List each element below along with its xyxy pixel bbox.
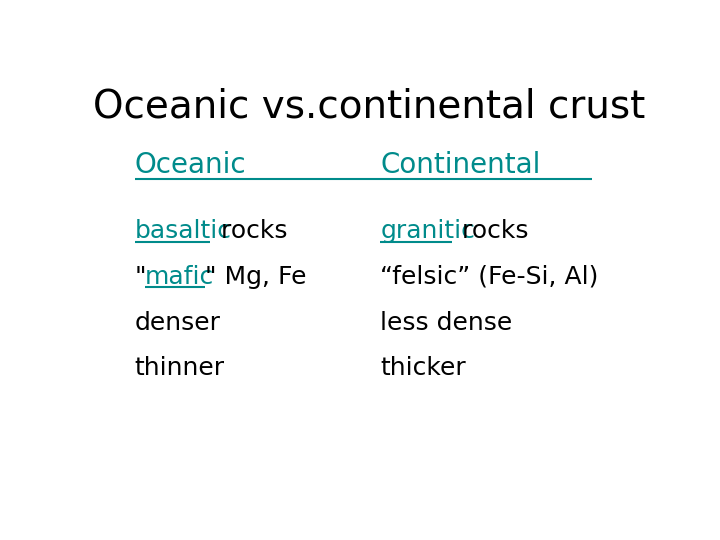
Text: “felsic” (Fe-Si, Al): “felsic” (Fe-Si, Al) xyxy=(380,265,598,289)
Text: thicker: thicker xyxy=(380,356,466,380)
Text: Continental: Continental xyxy=(380,151,541,179)
Text: less dense: less dense xyxy=(380,310,513,335)
Text: ": " xyxy=(135,265,146,289)
Text: rocks: rocks xyxy=(454,219,529,243)
Text: Oceanic: Oceanic xyxy=(135,151,246,179)
Text: Oceanic vs.continental crust: Oceanic vs.continental crust xyxy=(93,87,645,125)
Text: basaltic: basaltic xyxy=(135,219,232,243)
Text: " Mg, Fe: " Mg, Fe xyxy=(205,265,307,289)
Text: denser: denser xyxy=(135,310,220,335)
Text: thinner: thinner xyxy=(135,356,225,380)
Text: mafic: mafic xyxy=(145,265,214,289)
Text: rocks: rocks xyxy=(213,219,287,243)
Text: granitic: granitic xyxy=(380,219,475,243)
